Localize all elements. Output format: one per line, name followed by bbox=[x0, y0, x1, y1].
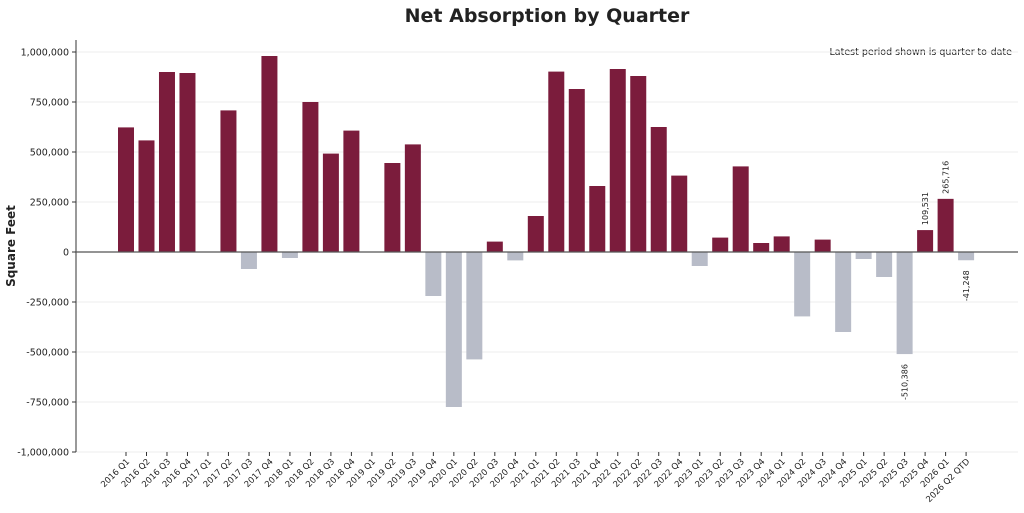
bar bbox=[548, 71, 565, 252]
bar bbox=[589, 186, 606, 252]
bar bbox=[158, 72, 175, 252]
bar bbox=[343, 130, 360, 252]
bar bbox=[876, 252, 893, 277]
bar bbox=[138, 140, 155, 252]
y-tick-label: -750,000 bbox=[26, 398, 69, 409]
bar bbox=[753, 243, 770, 252]
bar bbox=[466, 252, 483, 360]
y-tick-label: 1,000,000 bbox=[21, 48, 69, 59]
bar bbox=[712, 237, 729, 252]
bar bbox=[650, 127, 667, 252]
bar bbox=[568, 89, 585, 252]
bar bbox=[835, 252, 852, 332]
y-tick-label: 500,000 bbox=[30, 148, 69, 159]
data-label: -510,386 bbox=[901, 364, 910, 400]
bar bbox=[118, 127, 134, 252]
bar bbox=[179, 73, 196, 252]
bar bbox=[507, 252, 524, 261]
bar bbox=[527, 216, 544, 252]
bar bbox=[937, 198, 954, 252]
bar bbox=[322, 153, 339, 252]
bar bbox=[384, 163, 401, 252]
data-label: 265,716 bbox=[942, 161, 951, 194]
data-label: -41,248 bbox=[962, 270, 971, 301]
y-tick-label: 250,000 bbox=[30, 198, 69, 209]
y-tick-label: -250,000 bbox=[26, 298, 69, 309]
bar bbox=[281, 252, 298, 258]
bar bbox=[240, 252, 257, 269]
bar bbox=[732, 166, 749, 252]
y-axis-label: Square Feet bbox=[4, 205, 18, 287]
bar bbox=[917, 230, 934, 252]
bar bbox=[220, 110, 237, 253]
bar bbox=[814, 239, 831, 252]
bar bbox=[486, 241, 503, 252]
y-tick-label: 750,000 bbox=[30, 98, 69, 109]
data-label: 109,531 bbox=[921, 192, 930, 225]
bar bbox=[958, 252, 975, 261]
bar bbox=[630, 76, 647, 252]
bar bbox=[261, 56, 278, 252]
chart-title: Net Absorption by Quarter bbox=[405, 5, 690, 27]
bar bbox=[691, 252, 708, 266]
y-tick-label: -1,000,000 bbox=[17, 448, 69, 459]
bar bbox=[425, 252, 442, 296]
bar bbox=[896, 252, 913, 355]
bar bbox=[302, 102, 319, 252]
bar bbox=[445, 252, 462, 407]
bar bbox=[794, 252, 811, 317]
bar bbox=[671, 175, 688, 252]
y-tick-label: 0 bbox=[63, 248, 69, 259]
y-tick-label: -500,000 bbox=[26, 348, 69, 359]
bar bbox=[855, 252, 872, 259]
bar bbox=[404, 144, 421, 252]
bar bbox=[773, 236, 790, 252]
bar bbox=[609, 69, 626, 252]
